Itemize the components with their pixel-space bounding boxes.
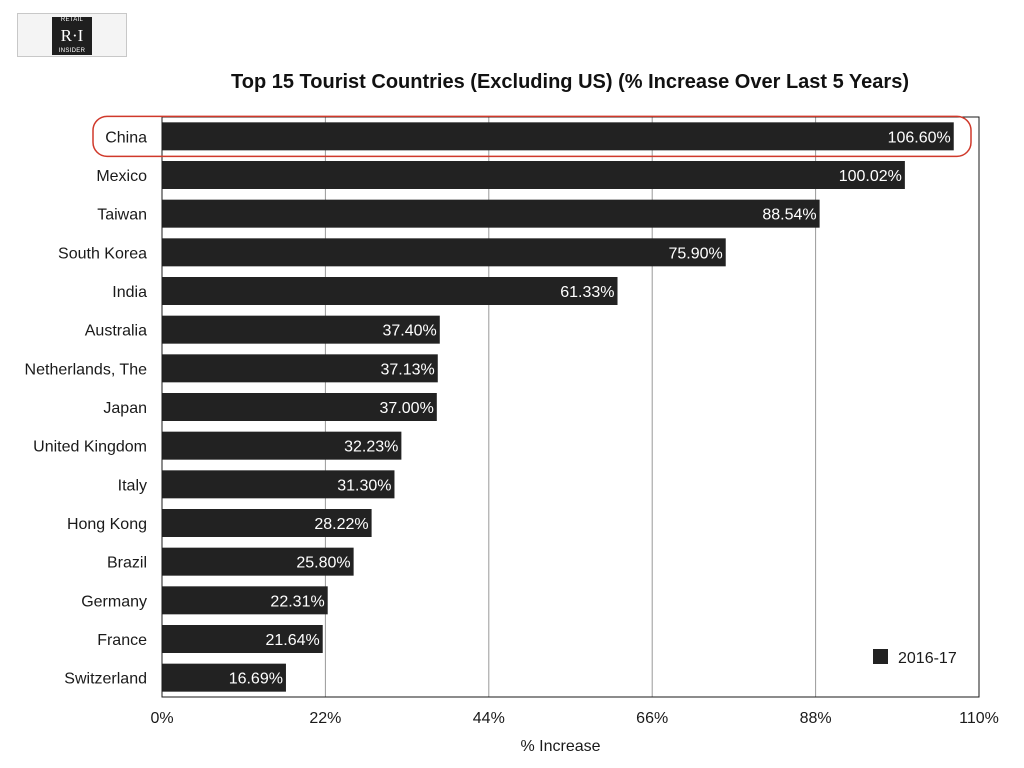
bar-value-label: 61.33% <box>560 284 614 301</box>
logo: RETAIL R·I INSIDER <box>17 13 127 57</box>
bar <box>162 238 726 267</box>
bar-value-label: 16.69% <box>229 671 283 688</box>
bar-value-label: 37.13% <box>381 361 435 378</box>
logo-main-text: R·I <box>60 26 84 45</box>
category-label: Mexico <box>96 168 147 185</box>
category-label: Taiwan <box>97 207 147 224</box>
x-tick-labels: 0% 22% 44% 66% 88% 110% <box>150 710 998 727</box>
bar <box>162 277 618 305</box>
bar <box>162 122 954 151</box>
category-label: Japan <box>103 400 147 417</box>
category-label: Germany <box>81 593 147 610</box>
category-label: Italy <box>118 477 147 494</box>
x-tick-label: 110% <box>959 710 999 727</box>
category-label: South Korea <box>58 245 147 262</box>
bar-value-label: 75.90% <box>668 245 722 262</box>
bar <box>162 663 286 692</box>
highlight-ring <box>92 115 972 158</box>
bars: 106.60% 100.02% 88.54% 75.90% 61.33% 37.40% 37… <box>162 122 954 692</box>
category-label: Brazil <box>107 555 147 572</box>
logo-top-text: RETAIL <box>60 17 84 23</box>
x-tick-label: 0% <box>150 710 173 727</box>
bar <box>162 354 438 383</box>
x-tick-label: 22% <box>309 710 341 727</box>
bar-value-label: 100.02% <box>839 168 902 185</box>
bar <box>162 431 402 460</box>
logo-mark: RETAIL R·I INSIDER <box>52 17 92 55</box>
bar <box>162 586 328 615</box>
bar <box>162 509 372 537</box>
bar <box>162 161 905 189</box>
category-label: France <box>97 632 147 649</box>
legend-swatch <box>873 649 888 664</box>
logo-bottom-text: INSIDER <box>58 48 86 54</box>
bar-value-label: 28.22% <box>314 516 368 533</box>
chart-title: Top 15 Tourist Countries (Excluding US) … <box>231 71 909 93</box>
category-labels: China Mexico Taiwan South Korea India Austral… <box>25 129 148 687</box>
bar-value-label: 25.80% <box>296 555 350 572</box>
x-tick-label: 66% <box>636 710 668 727</box>
category-label: United Kingdom <box>33 439 147 456</box>
bar <box>162 199 820 228</box>
bar-value-label: 21.64% <box>265 632 319 649</box>
category-label: India <box>112 284 147 301</box>
bar-value-label: 31.30% <box>337 477 391 494</box>
category-label: Netherlands, The <box>25 361 148 378</box>
bar-value-label: 32.23% <box>344 439 398 456</box>
legend: 2016-17 <box>873 649 957 667</box>
bar <box>162 315 440 344</box>
x-tick-label: 88% <box>800 710 832 727</box>
bar-value-label: 88.54% <box>762 207 816 224</box>
x-axis-title: % Increase <box>520 738 600 755</box>
bar <box>162 625 323 653</box>
bar-value-label: 106.60% <box>888 129 951 146</box>
bar <box>162 470 395 499</box>
bar-value-label: 22.31% <box>270 593 324 610</box>
bar-value-label: 37.00% <box>380 400 434 417</box>
category-label: Switzerland <box>64 671 147 688</box>
legend-label: 2016-17 <box>898 650 957 667</box>
category-label: China <box>105 129 147 146</box>
x-tick-label: 44% <box>473 710 505 727</box>
category-label: Hong Kong <box>67 516 147 533</box>
bar <box>162 547 354 576</box>
bar <box>162 393 437 421</box>
bar-value-label: 37.40% <box>383 323 437 340</box>
category-label: Australia <box>85 323 147 340</box>
